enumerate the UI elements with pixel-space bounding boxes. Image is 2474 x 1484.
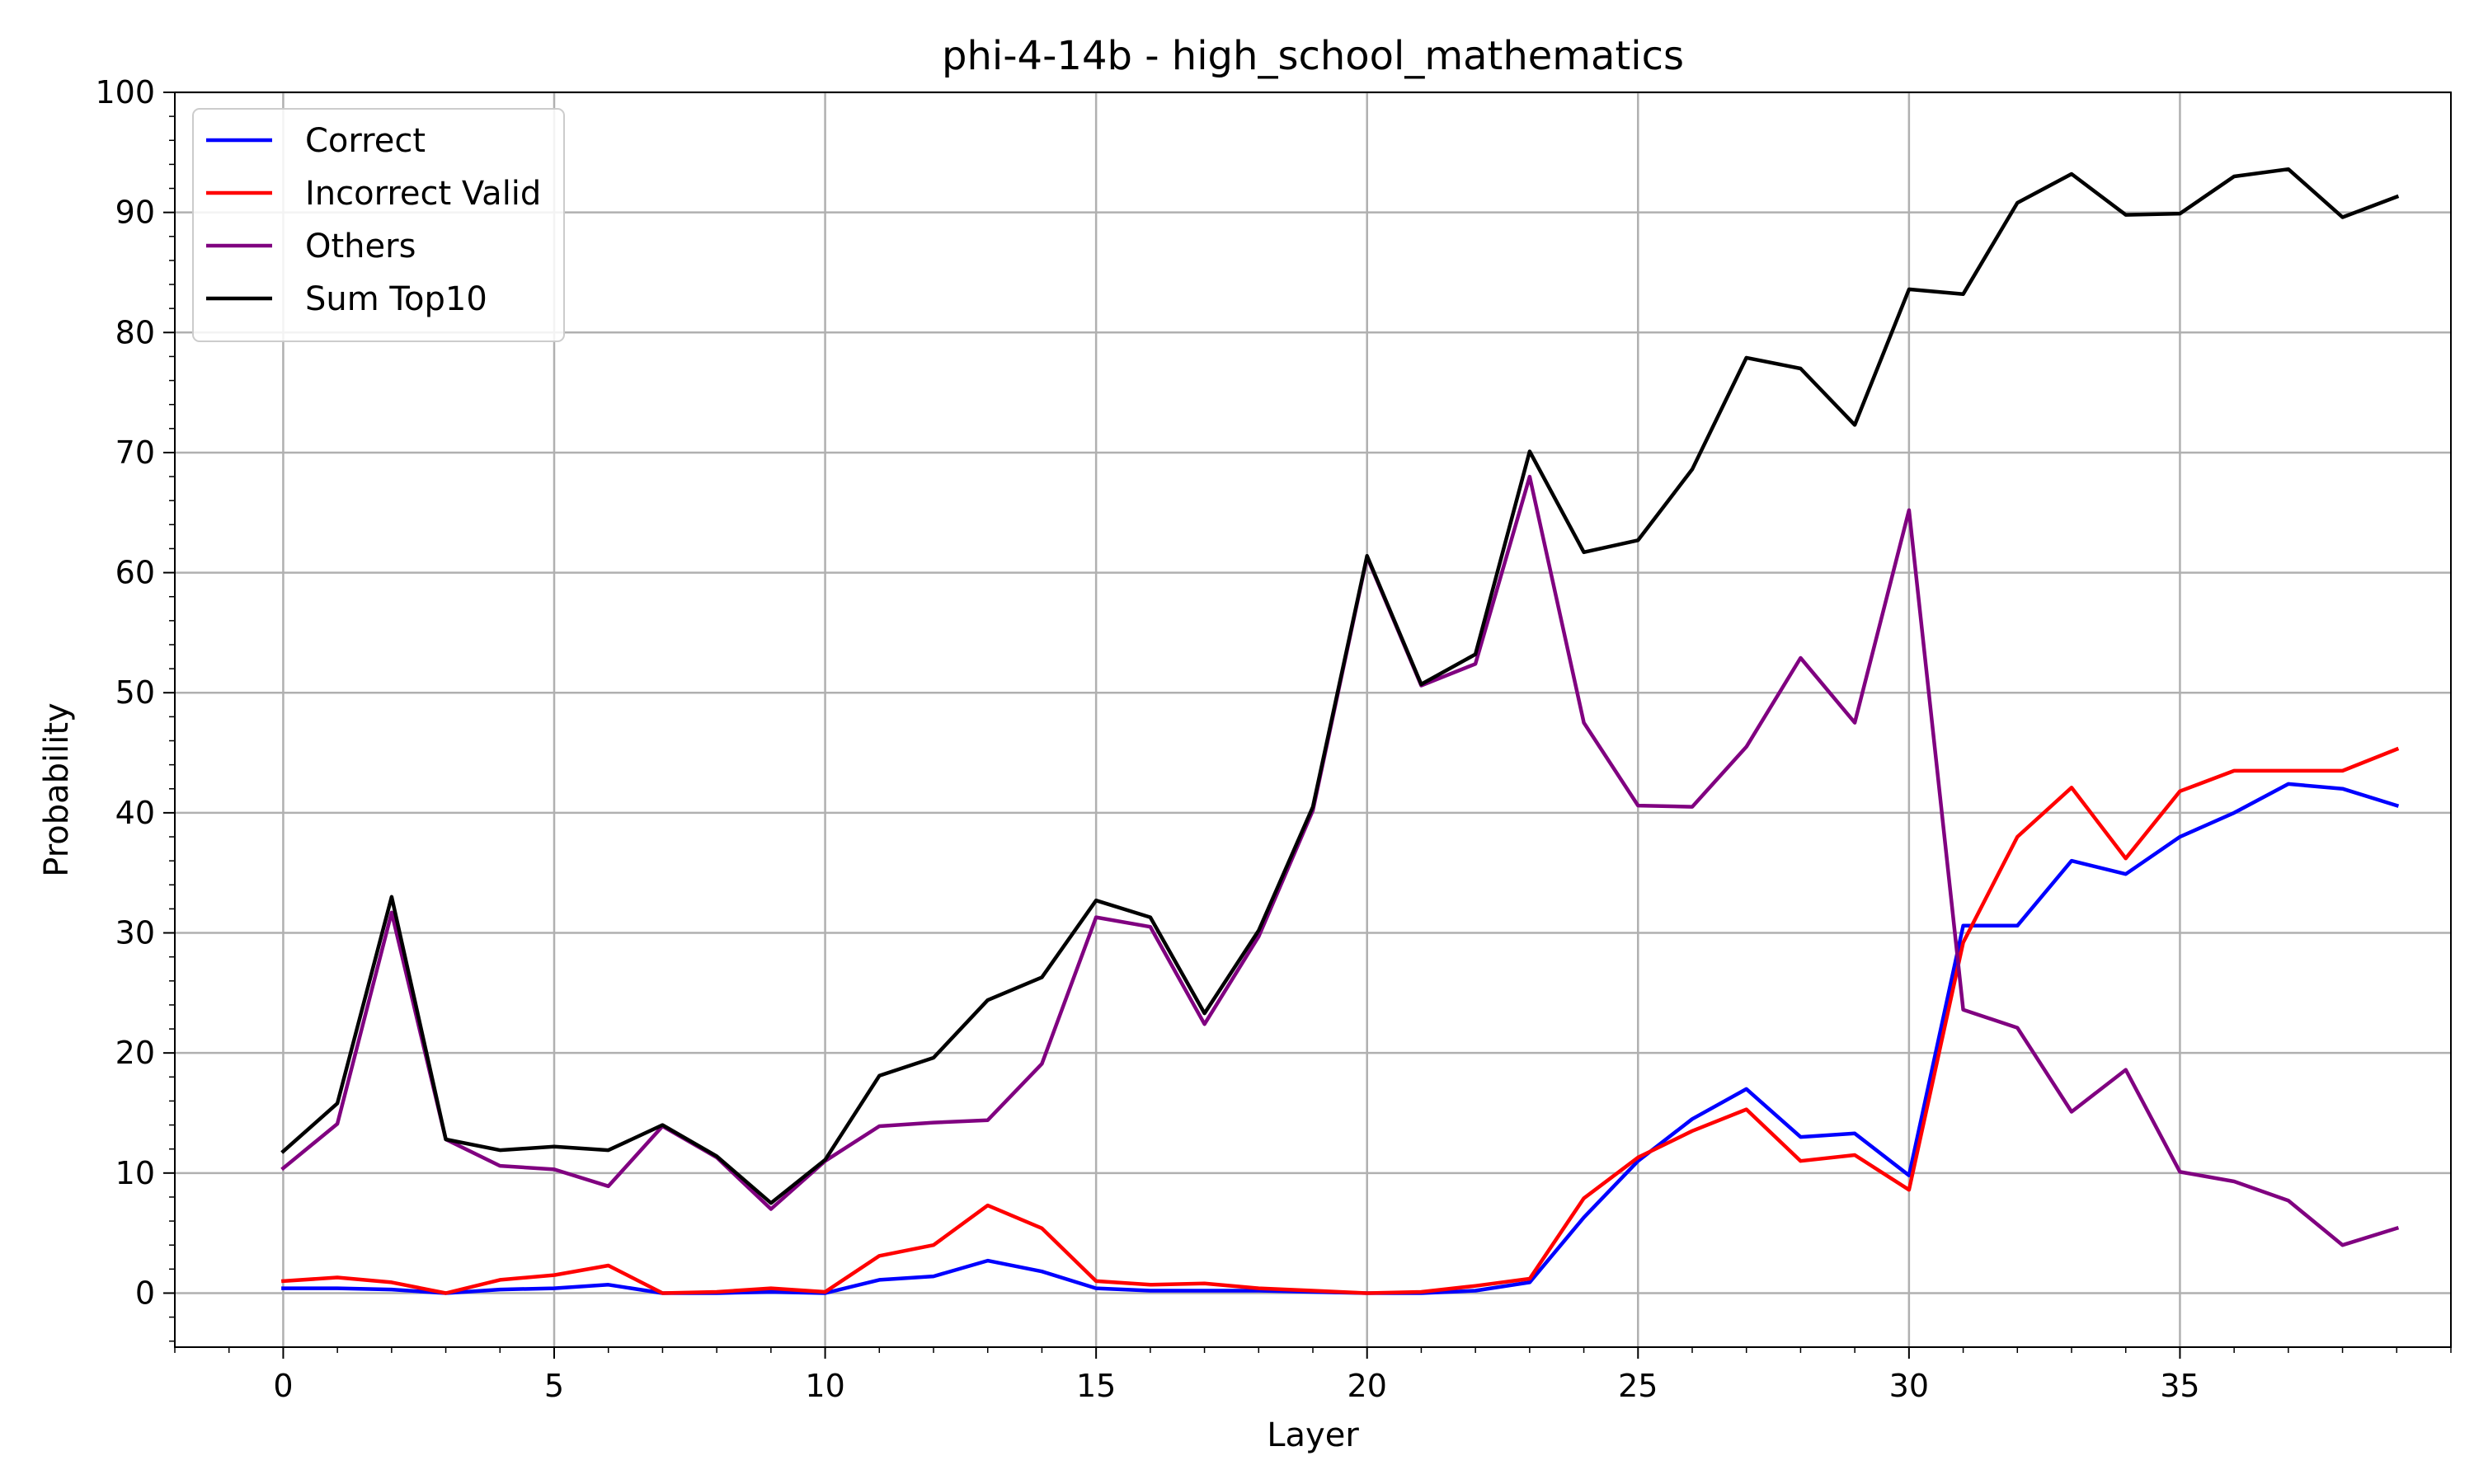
y-tick-label: 90 <box>115 195 155 231</box>
x-tick-label: 25 <box>1618 1368 1658 1404</box>
y-tick-label: 40 <box>115 795 155 831</box>
series-line-incorrect-valid <box>281 746 2400 1295</box>
y-tick-label: 80 <box>115 314 155 350</box>
y-tick-label: 100 <box>95 74 155 110</box>
y-tick-label: 0 <box>135 1275 155 1311</box>
y-axis-label: Probability <box>38 702 76 876</box>
x-axis-label: Layer <box>1267 1416 1359 1454</box>
y-tick-label: 20 <box>115 1035 155 1071</box>
y-tick-label: 70 <box>115 434 155 471</box>
series-line-sum-top10 <box>280 167 2400 1205</box>
series-line-correct <box>281 782 2400 1295</box>
x-tick-label: 15 <box>1076 1368 1116 1404</box>
y-tick-label: 30 <box>115 915 155 951</box>
y-tick-label: 60 <box>115 555 155 591</box>
chart-title: phi-4-14b - high_school_mathematics <box>942 33 1684 79</box>
y-axis: 0 10 20 30 40 50 60 70 80 90 100 <box>95 74 175 1342</box>
legend-label-correct: Correct <box>305 122 426 160</box>
x-tick-label: 20 <box>1348 1368 1387 1404</box>
legend-label-incorrect-valid: Incorrect Valid <box>305 175 541 213</box>
x-tick-label: 10 <box>805 1368 844 1404</box>
x-tick-label: 30 <box>1889 1368 1929 1404</box>
y-tick-label: 10 <box>115 1155 155 1191</box>
x-axis: 0 5 10 15 20 25 30 35 <box>174 1347 2452 1404</box>
legend-box <box>192 108 565 342</box>
legend: Correct Incorrect Valid Others Sum Top10 <box>192 108 565 342</box>
legend-label-others: Others <box>305 228 416 265</box>
legend-label-sum-top10: Sum Top10 <box>305 280 487 318</box>
series-lines <box>280 167 2400 1295</box>
y-tick-label: 50 <box>115 674 155 711</box>
x-tick-label: 0 <box>273 1368 293 1404</box>
x-tick-label: 35 <box>2160 1368 2199 1404</box>
series-line-others <box>280 474 2400 1247</box>
x-tick-label: 5 <box>544 1368 564 1404</box>
